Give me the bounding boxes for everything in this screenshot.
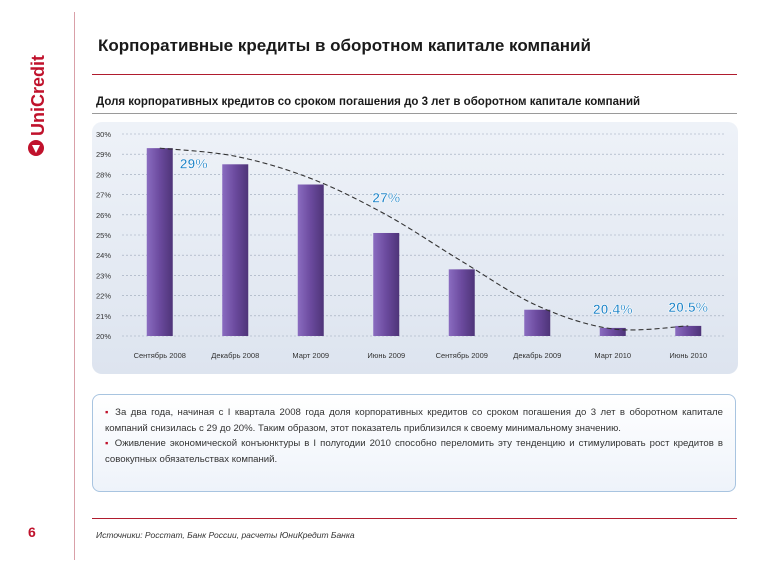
- trend-line: [159, 147, 689, 331]
- y-tick-label: 22%: [96, 292, 111, 301]
- bullet-marker: ▪: [105, 438, 110, 449]
- x-tick-label: Март 2010: [594, 351, 631, 360]
- x-tick-label: Март 2009: [292, 351, 329, 360]
- value-annotation: 20.4%: [593, 301, 633, 317]
- bar: [675, 325, 702, 336]
- commentary-box: ▪ За два года, начиная с I квартала 2008 …: [92, 394, 736, 492]
- bar: [524, 309, 551, 336]
- unicredit-logo: UniCredit: [28, 55, 48, 156]
- chart-subtitle: Доля корпоративных кредитов со сроком по…: [96, 96, 641, 108]
- x-tick-label: Сентябрь 2008: [134, 351, 186, 360]
- value-annotation: 29%: [180, 155, 209, 171]
- left-divider: [74, 12, 75, 560]
- bullet-1: ▪ За два года, начиная с I квартала 2008 …: [105, 405, 723, 436]
- bar: [599, 327, 626, 336]
- chart-panel: 30% 29% 28% 27% 26% 25% 24% 23% 22% 21% 20% Сентябр…: [92, 122, 738, 374]
- y-tick-label: 26%: [96, 211, 111, 220]
- y-tick-label: 25%: [96, 231, 111, 240]
- value-annotation: 20.5%: [668, 299, 708, 315]
- subtitle-divider: [92, 113, 737, 114]
- y-tick-label: 24%: [96, 251, 111, 260]
- x-tick-label: Июнь 2009: [367, 351, 405, 360]
- bar: [297, 184, 324, 336]
- y-tick-label: 21%: [96, 312, 111, 321]
- bullet-marker: ▪: [105, 407, 111, 418]
- bullet-1-text: За два года, начиная с I квартала 2008 г…: [105, 407, 723, 434]
- y-tick-label: 30%: [96, 130, 111, 139]
- slide-title: Корпоративные кредиты в оборотном капита…: [98, 36, 591, 55]
- bar: [146, 148, 173, 336]
- bar: [448, 269, 475, 336]
- sources-note: Источники: Росстат, Банк России, расчеты…: [96, 530, 355, 540]
- x-tick-label: Сентябрь 2009: [436, 351, 488, 360]
- y-tick-label: 20%: [96, 332, 111, 341]
- svg-text:UniCredit: UniCredit: [28, 55, 48, 136]
- x-tick-label: Декабрь 2009: [513, 351, 561, 360]
- title-divider: [92, 74, 737, 75]
- bar: [222, 164, 249, 336]
- page-number: 6: [28, 524, 36, 540]
- y-tick-label: 23%: [96, 271, 111, 280]
- value-annotation: 27%: [372, 190, 401, 206]
- x-tick-label: Июнь 2010: [669, 351, 707, 360]
- bullet-2: ▪ Оживление экономической конъюнктуры в I…: [105, 436, 723, 467]
- y-tick-label: 29%: [96, 150, 111, 159]
- bar: [373, 232, 400, 336]
- bar-chart: 30% 29% 28% 27% 26% 25% 24% 23% 22% 21% 20% Сентябр…: [96, 130, 726, 360]
- y-tick-label: 27%: [96, 191, 111, 200]
- x-tick-label: Декабрь 2008: [211, 351, 259, 360]
- y-tick-label: 28%: [96, 170, 111, 179]
- bullet-2-text: Оживление экономической конъюнктуры в I …: [105, 438, 723, 465]
- footer-divider: [92, 518, 737, 519]
